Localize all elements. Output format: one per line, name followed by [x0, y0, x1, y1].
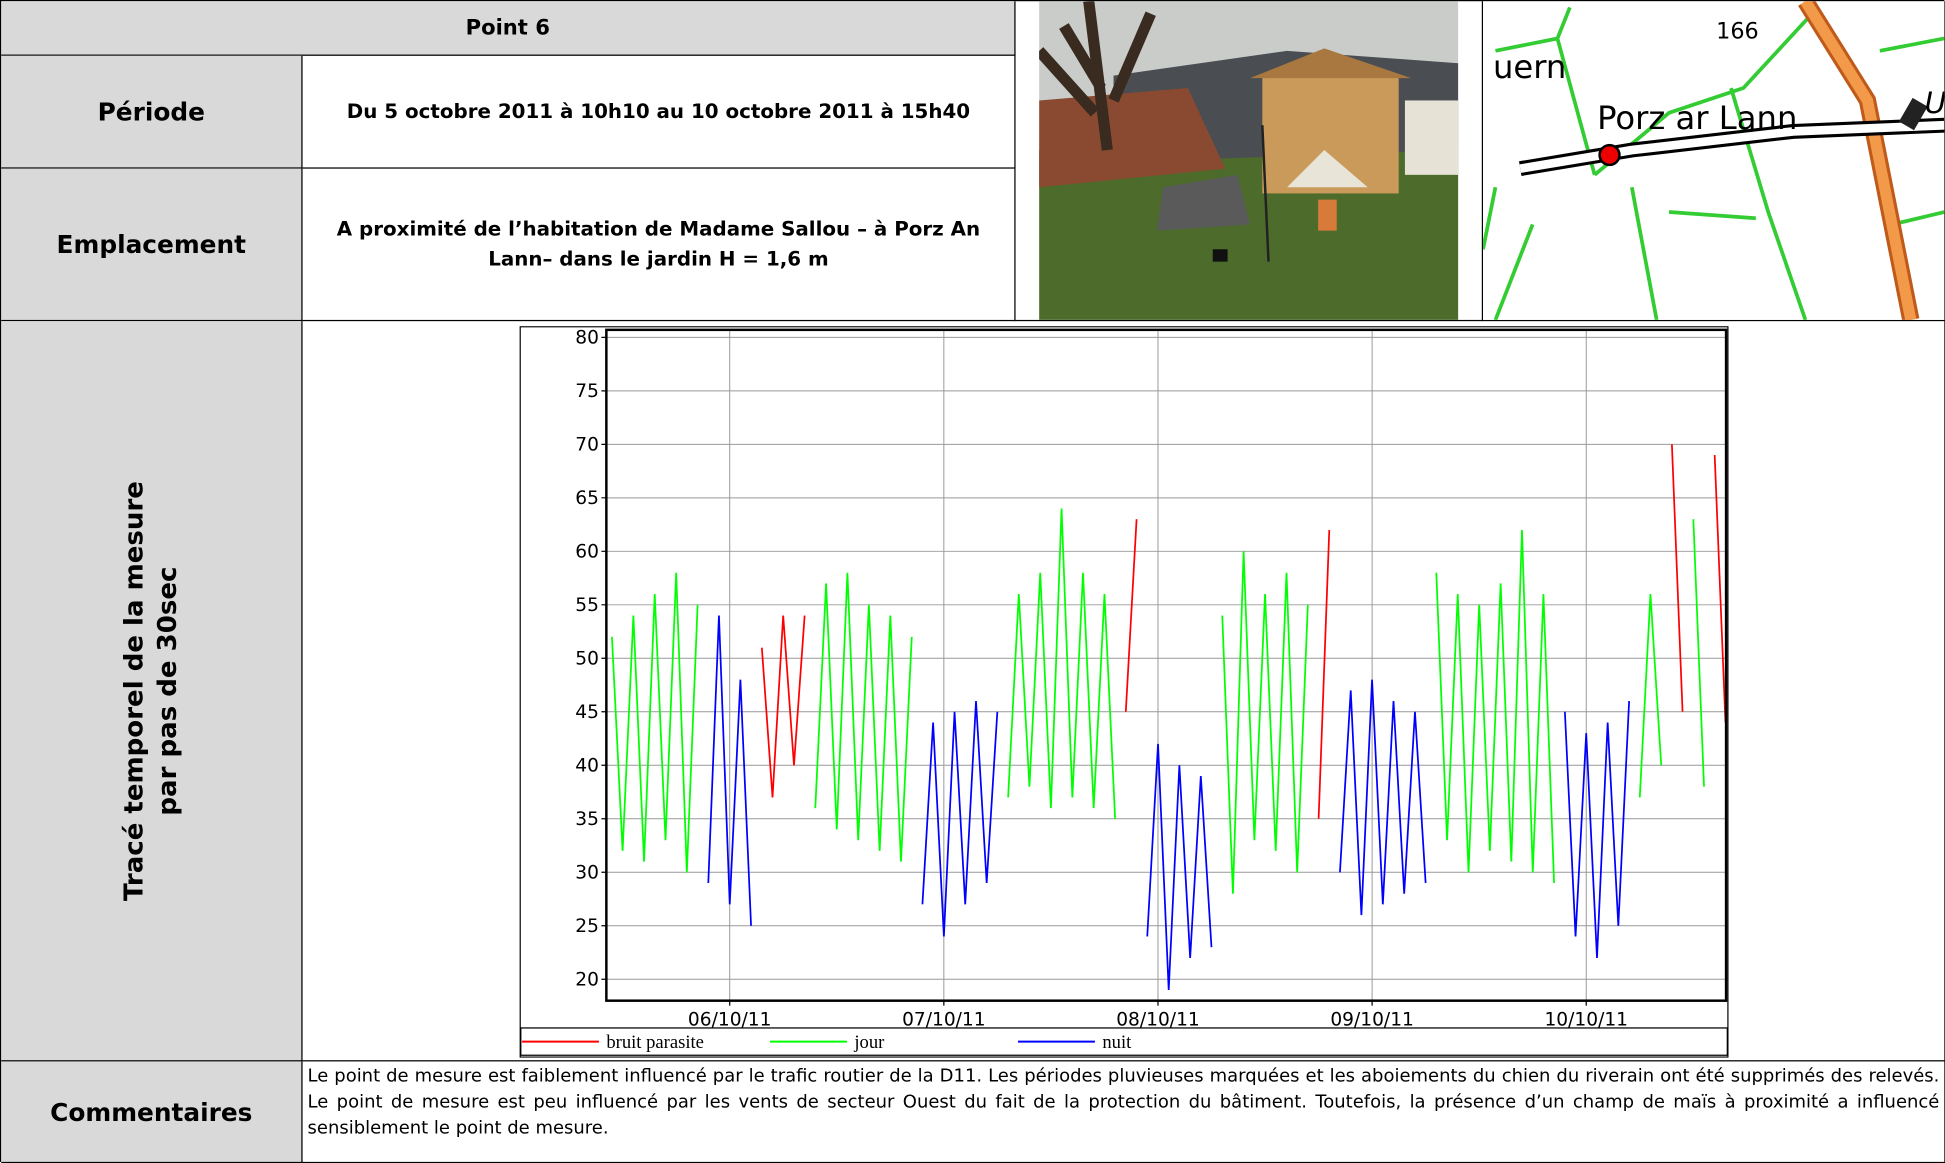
y-tick-label: 35 [575, 809, 599, 830]
row-label: Emplacement [56, 229, 247, 260]
photo-cell [1015, 1, 1484, 322]
y-tick-label: 30 [575, 862, 599, 883]
y-tick-label: 25 [575, 916, 599, 937]
x-tick-label: 10/10/11 [1544, 1009, 1628, 1030]
rotated-label: Tracé temporel de la mesure par pas de 30… [117, 481, 185, 901]
plot-frame [605, 328, 1728, 1002]
legend-label: jour [853, 1032, 885, 1053]
series-line [611, 508, 1705, 894]
x-tick-label: 06/10/11 [688, 1009, 772, 1030]
y-tick-label: 50 [575, 649, 599, 670]
y-tick-label: 40 [575, 755, 599, 776]
row-label: Commentaires [50, 1096, 253, 1127]
label-line: par pas de 30sec [152, 566, 183, 816]
chart: 20 25 30 35 40 45 50 55 60 65 70 75 80 06/10/11 07/10/… [519, 326, 1729, 1058]
y-tick-label: 60 [575, 542, 599, 563]
photo [1039, 1, 1459, 320]
legend-label: nuit [1102, 1032, 1132, 1053]
row-text: A proximité de l’habitation de Madame Sa… [336, 217, 981, 271]
text-cell: A proximité de l’habitation de Madame Sa… [302, 168, 1016, 322]
text-cell: Du 5 octobre 2011 à 10h10 au 10 octobre … [302, 55, 1016, 169]
map-label: uern [1493, 48, 1566, 86]
map: uern 166 Porz ar Lann Us [1483, 1, 1945, 320]
y-tick-label: 45 [575, 702, 599, 723]
label-cell: Commentaires [1, 1061, 303, 1163]
comment-text: Le point de mesure est faiblement influe… [307, 1066, 1940, 1139]
y-tick-label: 65 [575, 488, 599, 509]
legend-box [520, 1027, 1728, 1056]
label-cell: Période [1, 55, 303, 169]
title-cell: Point 6 [1, 1, 1016, 56]
y-tick-label: 75 [575, 381, 599, 402]
legend-label: bruit parasite [606, 1032, 704, 1053]
row-label: Période [97, 96, 205, 127]
label-line: Tracé temporel de la mesure [118, 480, 149, 901]
x-tick-label: 09/10/11 [1330, 1009, 1414, 1030]
comment-cell: Le point de mesure est faiblement influe… [302, 1061, 1945, 1163]
x-tick-label: 07/10/11 [902, 1009, 986, 1030]
map-label: Porz ar Lann [1597, 99, 1797, 137]
row-text: Du 5 octobre 2011 à 10h10 au 10 octobre … [346, 99, 971, 123]
x-tick-label: 08/10/11 [1116, 1009, 1200, 1030]
y-tick-label: 70 [575, 435, 599, 456]
label-cell: Emplacement [1, 168, 303, 322]
series-line [760, 444, 1727, 819]
title: Point 6 [465, 15, 550, 41]
map-cell: uern 166 Porz ar Lann Us [1483, 1, 1945, 322]
map-label: 166 [1716, 18, 1759, 44]
y-tick-label: 20 [575, 969, 599, 990]
y-tick-label: 80 [575, 328, 599, 349]
y-tick-label: 55 [575, 595, 599, 616]
series-line [707, 615, 1630, 991]
label-cell: Tracé temporel de la mesure par pas de 30… [1, 321, 303, 1062]
map-label: Us [1924, 86, 1944, 121]
